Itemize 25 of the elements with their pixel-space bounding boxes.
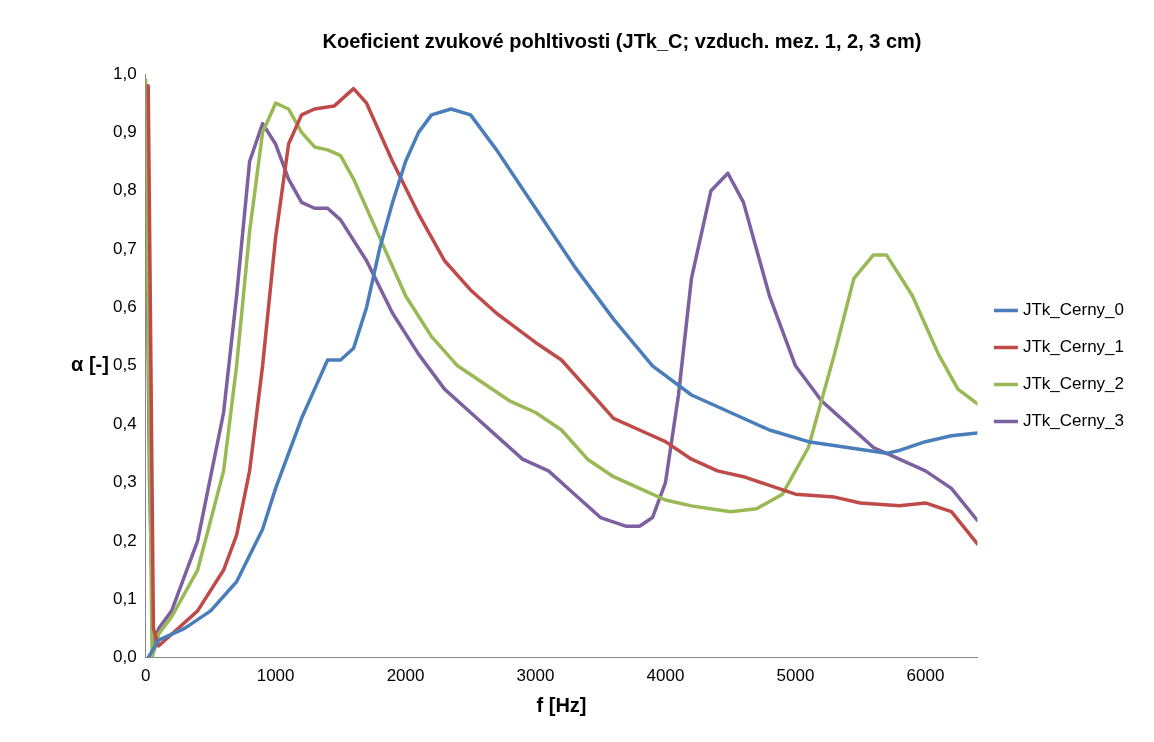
x-tick-label: 0 bbox=[140, 666, 151, 686]
x-axis-title: f [Hz] bbox=[536, 693, 587, 716]
chart-title: Koeficient zvukové pohltivosti (JTk_C; vzduch. mez. 1, 2, 3 cm) bbox=[322, 29, 922, 52]
y-tick-label: 0,9 bbox=[112, 122, 137, 142]
y-axis-title: α [-] bbox=[71, 353, 109, 376]
y-tick-label: 0,0 bbox=[112, 647, 137, 667]
x-tick-label: 3000 bbox=[516, 666, 555, 686]
legend-label: JTk_Cerny_0 bbox=[1022, 300, 1125, 320]
y-tick-label: 0,8 bbox=[112, 180, 137, 200]
legend-label: JTk_Cerny_1 bbox=[1022, 337, 1125, 357]
x-tick-label: 4000 bbox=[646, 666, 685, 686]
y-tick-label: 0,2 bbox=[112, 530, 137, 550]
y-tick-label: 0,5 bbox=[112, 355, 137, 375]
x-tick-label: 6000 bbox=[906, 666, 945, 686]
y-tick-label: 0,7 bbox=[112, 238, 137, 258]
y-tick-label: 1,0 bbox=[112, 63, 137, 83]
y-tick-label: 0,4 bbox=[112, 413, 137, 433]
x-tick-label: 2000 bbox=[386, 666, 425, 686]
y-tick-label: 0,1 bbox=[112, 588, 137, 608]
legend-label: JTk_Cerny_3 bbox=[1022, 411, 1125, 431]
x-tick-label: 5000 bbox=[776, 666, 815, 686]
x-tick-label: 1000 bbox=[256, 666, 295, 686]
y-tick-label: 0,3 bbox=[112, 472, 137, 492]
legend-label: JTk_Cerny_2 bbox=[1022, 374, 1125, 394]
y-tick-label: 0,6 bbox=[112, 297, 137, 317]
